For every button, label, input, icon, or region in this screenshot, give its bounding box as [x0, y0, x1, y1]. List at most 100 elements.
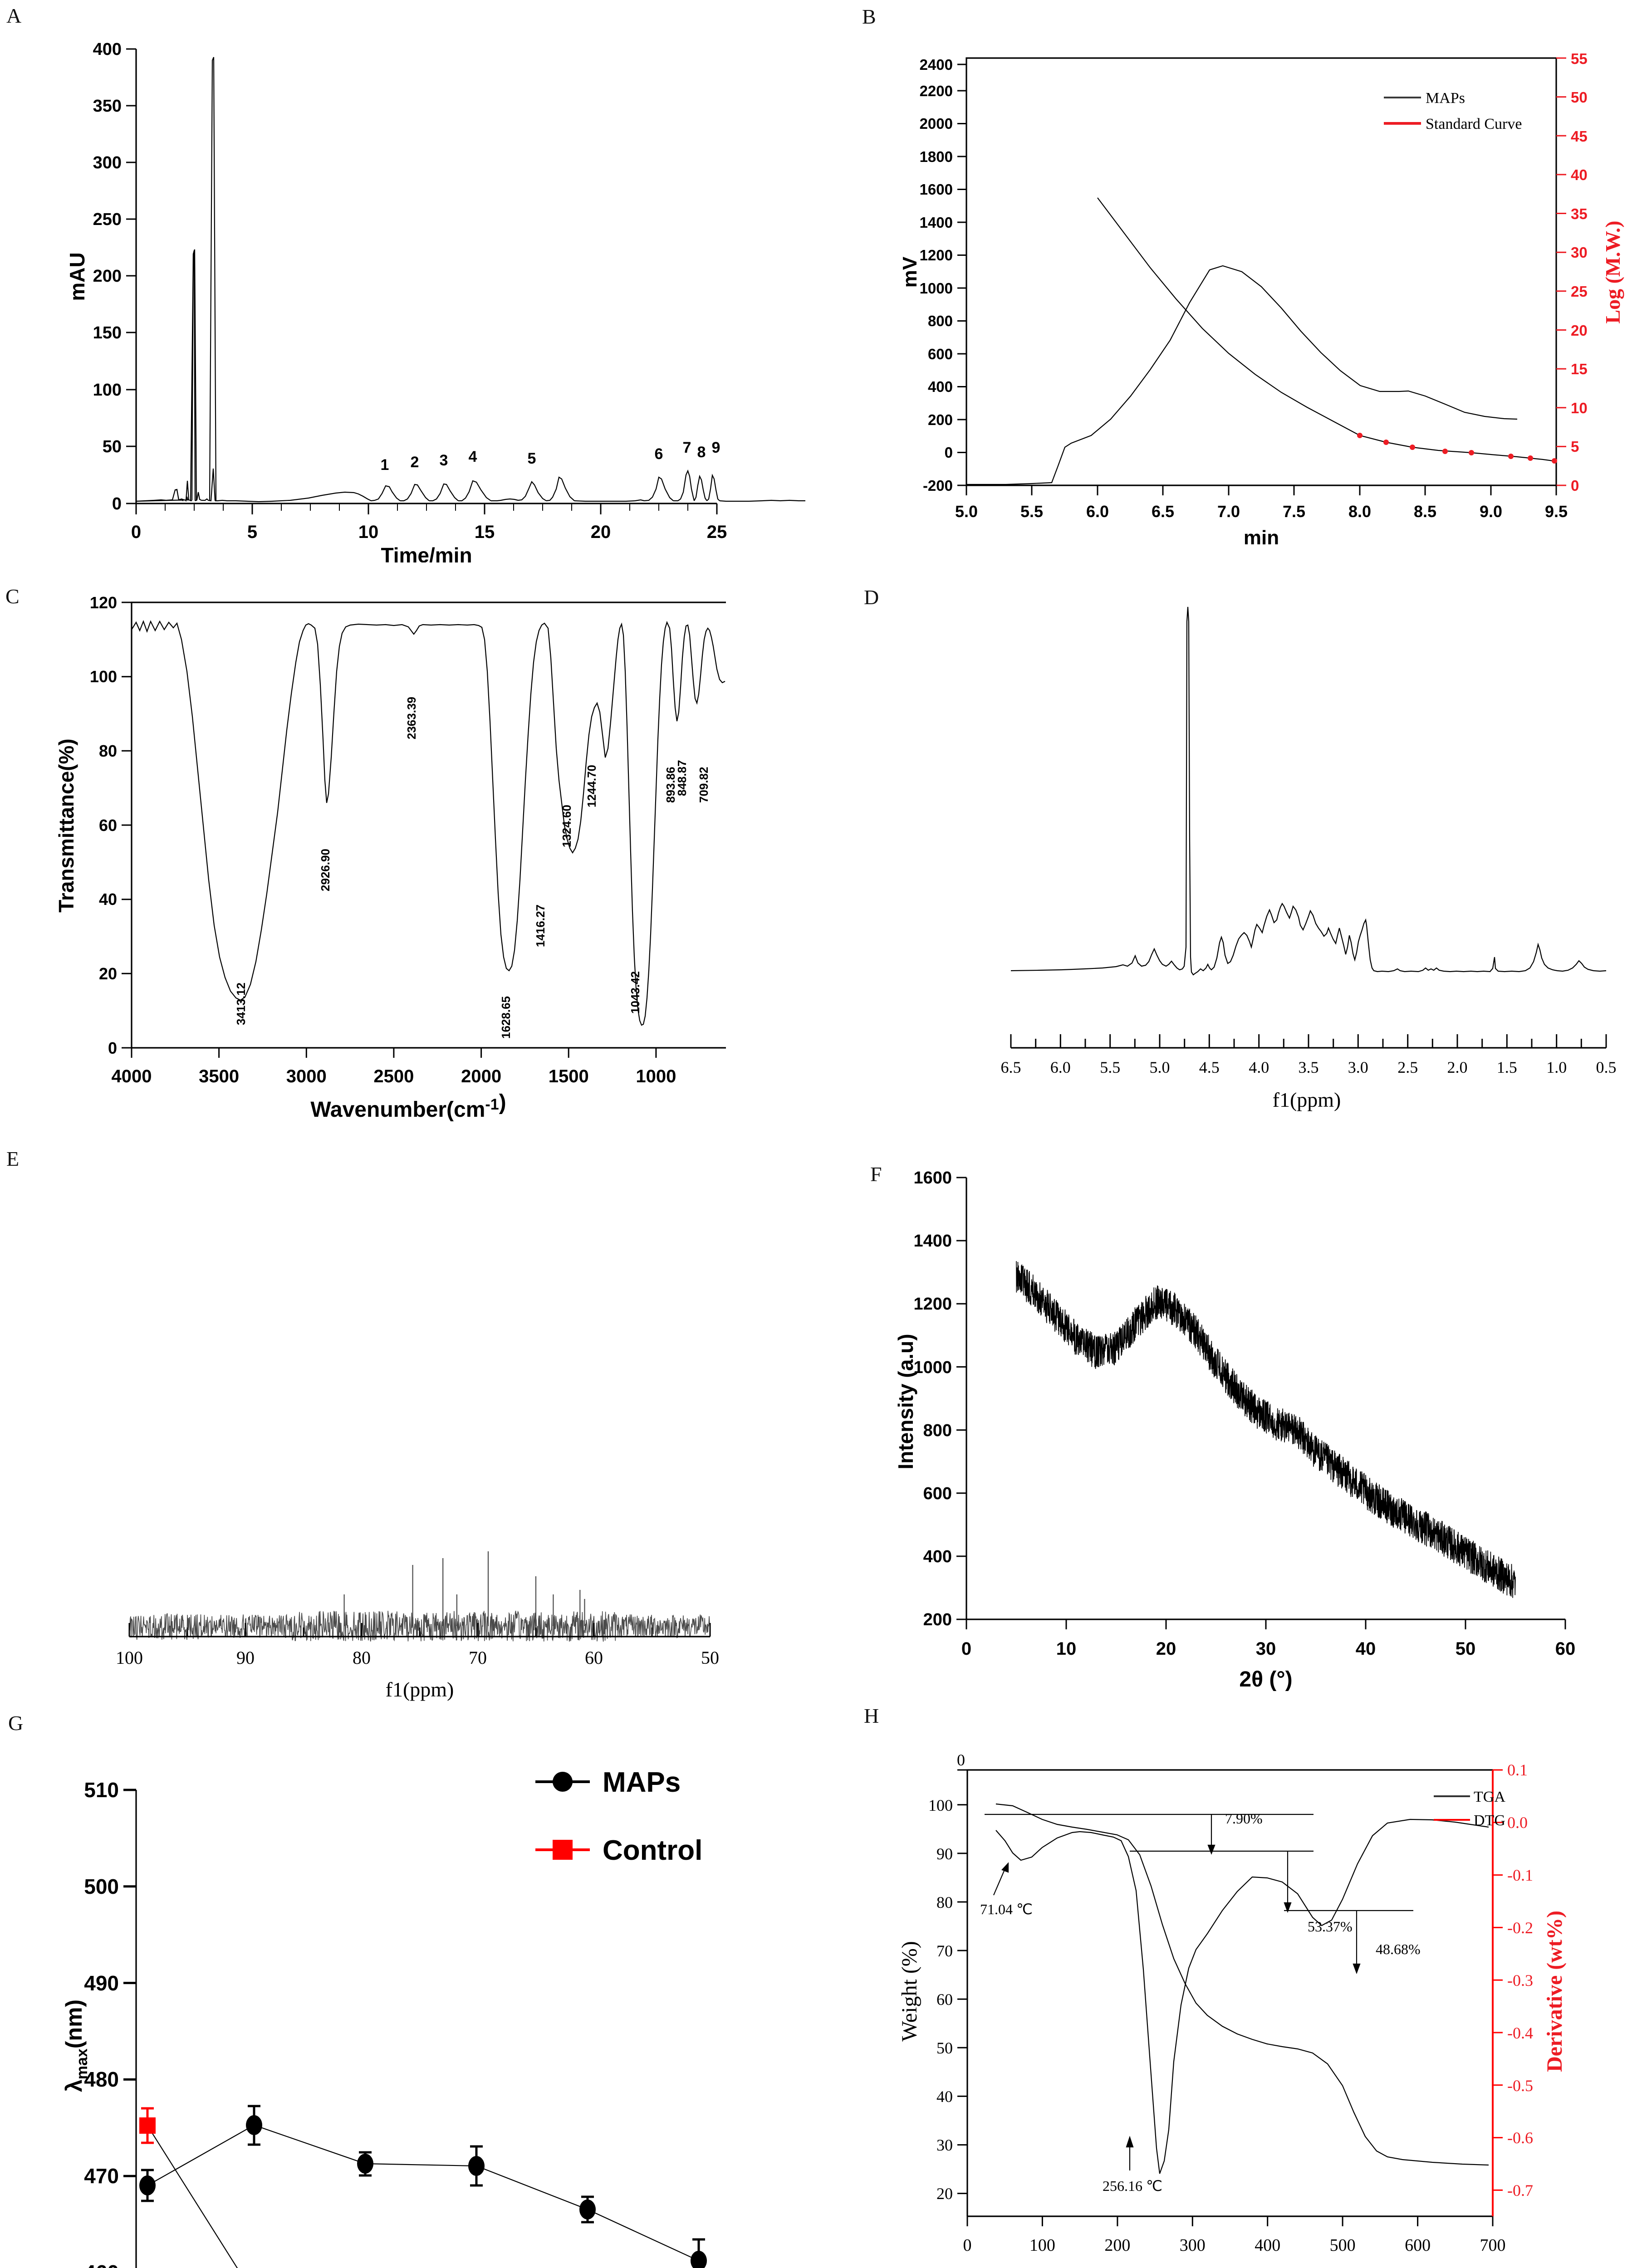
axis-label-h-y-right: Derivative (wt%) — [1543, 1911, 1567, 2072]
tick-h-x5: 500 — [1330, 2236, 1356, 2255]
panel-g: G 460 470 480 490 500 510 0.0 0.1 0.2 0.… — [0, 1701, 817, 2268]
tick-h-y8: 100 — [928, 1796, 953, 1814]
panel-g-chart: 460 470 480 490 500 510 0.0 0.1 0.2 0.3 … — [61, 1767, 707, 2268]
tick-b-x2: 6.0 — [1086, 502, 1109, 521]
tick-b-yr3: 15 — [1571, 361, 1588, 377]
peak-label-c-2363: 2363.39 — [405, 697, 418, 739]
tick-c-x5: 1500 — [549, 1066, 589, 1086]
tick-h-y1: 30 — [936, 2136, 953, 2154]
legend-h-tga: TGA — [1474, 1789, 1505, 1805]
panel-c: C 0 20 40 60 80 100 120 40 — [0, 567, 789, 1134]
tick-c-y1: 20 — [99, 964, 117, 983]
panel-d: D 6.5 6.0 5.5 5.0 4.5 4.0 3.5 — [848, 567, 1637, 1134]
legend-g: MAPs Control — [535, 1767, 702, 1866]
peak-label-8: 8 — [697, 444, 706, 461]
tick-h-y2: 40 — [936, 2087, 953, 2106]
annotation-h-25616: 256.16 ℃ — [1103, 2178, 1162, 2194]
tick-h-x4: 400 — [1255, 2236, 1280, 2255]
tick-h-x7: 700 — [1480, 2236, 1506, 2255]
axis-label-b-y-right: Log (M.W.) — [1601, 220, 1624, 323]
panel-d-chart: 6.5 6.0 5.5 5.0 4.5 4.0 3.5 3.0 2.5 2.0 … — [1001, 606, 1617, 1111]
tick-h-yr8: -0.7 — [1507, 2181, 1533, 2200]
tick-c-y6: 120 — [90, 593, 117, 612]
tick-b-yr6: 30 — [1571, 244, 1588, 261]
tick-d-x12: 0.5 — [1596, 1058, 1617, 1076]
axis-label-a-y: mAU — [65, 252, 89, 301]
tick-d-x11: 1.0 — [1546, 1058, 1567, 1076]
tick-b-y7: 1200 — [920, 247, 953, 264]
tick-b-x1: 5.5 — [1020, 502, 1043, 521]
tick-a-y6: 300 — [93, 153, 122, 172]
tick-b-yr4: 20 — [1571, 322, 1588, 339]
tick-d-x0: 6.5 — [1001, 1058, 1021, 1076]
tick-a-x1: 5 — [247, 522, 257, 542]
panel-f-label: F — [870, 1163, 882, 1186]
tick-d-x2: 5.5 — [1100, 1058, 1120, 1076]
tick-d-x6: 3.5 — [1299, 1058, 1319, 1076]
panel-e-label: E — [6, 1147, 20, 1170]
axis-label-e-x: f1(ppm) — [386, 1678, 454, 1701]
tick-e-x4: 60 — [585, 1647, 603, 1668]
peak-label-c-1416: 1416.27 — [534, 904, 547, 947]
tick-g-y2: 480 — [84, 2068, 119, 2091]
tick-d-x1: 6.0 — [1050, 1058, 1071, 1076]
tick-h-y6: 80 — [936, 1893, 953, 1911]
legend-b-standard: Standard Curve — [1426, 116, 1522, 132]
peak-label-7: 7 — [683, 439, 691, 456]
tick-a-y3: 150 — [93, 323, 122, 342]
panel-b-chart: -200 0 200 400 600 800 1000 1200 1400 16… — [899, 50, 1624, 549]
legend-g-control: Control — [603, 1835, 702, 1866]
tick-f-x3: 30 — [1256, 1639, 1276, 1659]
axis-label-h-y: Weight (%) — [897, 1941, 921, 2041]
tick-b-y5: 800 — [928, 313, 953, 329]
tick-b-y4: 600 — [928, 346, 953, 362]
tick-c-y3: 60 — [99, 816, 117, 835]
tick-b-y8: 1400 — [920, 214, 953, 231]
tick-a-x5: 25 — [707, 522, 727, 542]
tick-b-x9: 9.5 — [1545, 502, 1568, 521]
tick-b-y11: 2000 — [920, 115, 953, 132]
tick-b-y10: 1800 — [920, 148, 953, 165]
panel-g-label: G — [8, 1711, 24, 1735]
tick-b-y2: 200 — [928, 411, 953, 428]
legend-g-maps: MAPs — [603, 1767, 681, 1798]
panel-a: A 0 50 100 150 200 250 300 350 400 — [0, 0, 817, 562]
panel-e: E 100 90 80 70 60 50 f1(ppm) — [0, 1134, 817, 1701]
tick-f-y7: 1600 — [913, 1168, 952, 1188]
peak-label-4: 4 — [469, 448, 477, 465]
tick-g-y1: 470 — [84, 2164, 119, 2188]
tick-a-y5: 250 — [93, 210, 122, 229]
axis-label-d-x: f1(ppm) — [1273, 1088, 1341, 1111]
tick-f-y2: 600 — [923, 1484, 952, 1503]
tick-h-yr3: -0.2 — [1507, 1919, 1533, 1937]
tick-f-x2: 20 — [1156, 1639, 1176, 1659]
annotation-h-7104: 71.04 ℃ — [980, 1901, 1033, 1917]
annotation-h-4868: 48.68% — [1376, 1941, 1421, 1957]
peak-label-c-2927: 2926.90 — [319, 849, 332, 891]
tick-d-x4: 4.5 — [1199, 1058, 1220, 1076]
tick-b-yr8: 40 — [1571, 166, 1588, 183]
panel-f-chart: 200 400 600 800 1000 1200 1400 1600 0 10… — [894, 1168, 1575, 1691]
tick-h-yr6: -0.5 — [1507, 2077, 1533, 2095]
tick-a-y0: 0 — [112, 494, 122, 513]
panel-f: F 200 400 600 800 1000 1200 1400 1600 — [848, 1134, 1637, 1701]
tick-h-x2: 200 — [1104, 2236, 1130, 2255]
tick-b-x3: 6.5 — [1152, 502, 1174, 521]
axis-label-b-x: min — [1244, 527, 1279, 549]
tick-a-y2: 100 — [93, 381, 122, 400]
tick-f-x0: 0 — [961, 1639, 971, 1659]
panel-d-label: D — [864, 586, 879, 609]
peak-label-6: 6 — [655, 445, 663, 463]
tick-f-y0: 200 — [923, 1610, 952, 1629]
tick-b-x5: 7.5 — [1283, 502, 1305, 521]
tick-h-yr4: -0.3 — [1507, 1971, 1533, 1989]
peak-label-3: 3 — [440, 452, 448, 469]
tick-c-x3: 2500 — [373, 1066, 414, 1086]
panel-h-chart: 20 30 40 50 60 70 80 90 100 0 0.1 0.0 -0… — [897, 1751, 1567, 2268]
tick-g-y4: 500 — [84, 1875, 119, 1898]
tick-e-x5: 50 — [701, 1647, 719, 1668]
tick-d-x10: 1.5 — [1497, 1058, 1517, 1076]
panel-e-chart: 100 90 80 70 60 50 f1(ppm) — [116, 1551, 719, 1701]
tick-c-y5: 100 — [90, 667, 117, 686]
panel-b: B -200 0 200 400 600 800 1000 1200 1 — [848, 0, 1637, 562]
